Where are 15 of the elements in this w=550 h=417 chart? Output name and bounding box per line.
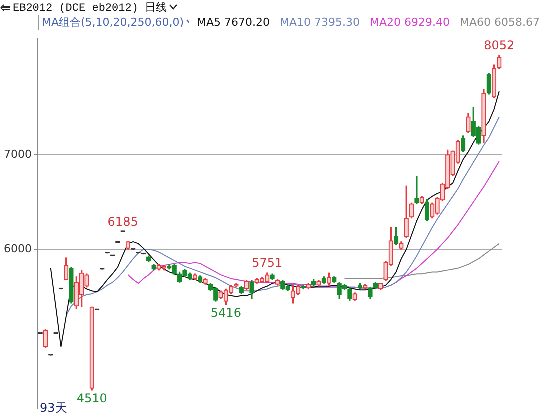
annotation: 5416	[210, 306, 242, 320]
annotation: 4510	[76, 392, 108, 406]
text: MA60 6058.67	[460, 16, 540, 29]
chart-title: EB2012 (DCE eb2012) 日线	[13, 1, 168, 15]
annotation: 93天	[40, 401, 68, 416]
y-tick-label: 7000	[4, 148, 32, 161]
chart-subtitle: MA组合(5,10,20,250,60,0)	[42, 15, 184, 30]
text: MA20 6929.40	[370, 16, 450, 29]
y-tick-label: 6000	[4, 242, 32, 256]
text: MA10 7395.30	[280, 16, 360, 29]
annotation: 8052	[484, 38, 515, 53]
annotation: 6185	[108, 215, 138, 230]
text: MA5 7670.20	[197, 16, 270, 29]
annotation: 5751	[252, 256, 283, 270]
candlestick	[414, 176, 420, 204]
